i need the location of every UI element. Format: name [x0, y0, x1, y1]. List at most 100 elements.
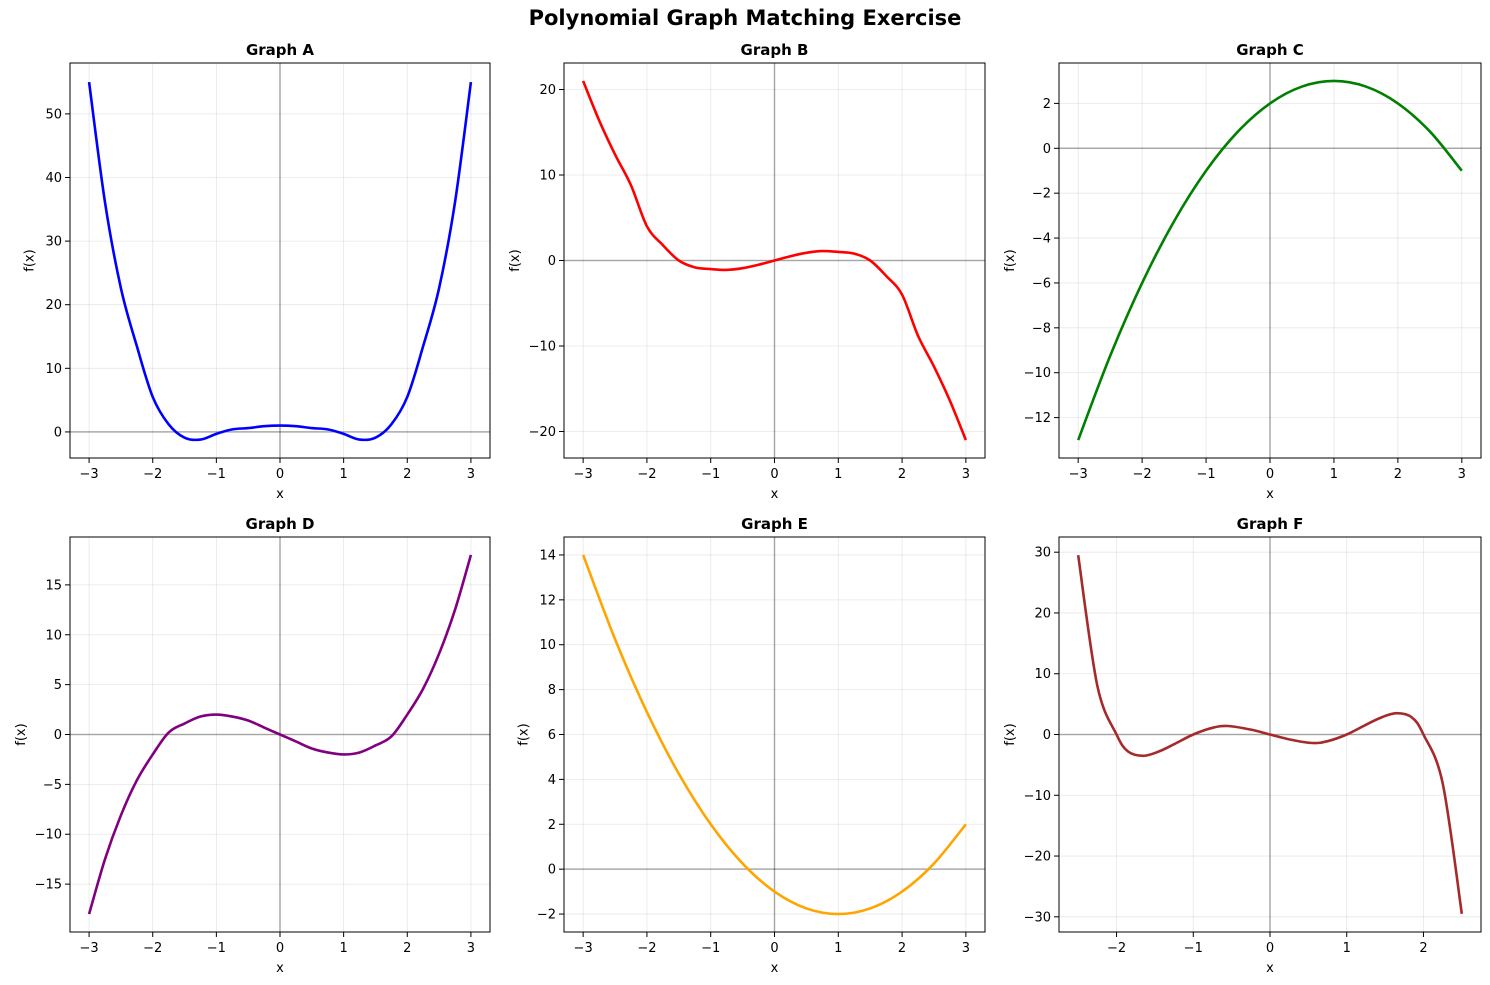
x-axis-label: x	[771, 487, 779, 502]
x-tick-label: −2	[143, 941, 162, 956]
series-line	[581, 80, 968, 441]
x-tick-label: −3	[80, 941, 99, 956]
x-tick-label: 1	[339, 941, 347, 956]
y-tick-label: 30	[45, 235, 62, 250]
x-tick-label: −2	[143, 467, 162, 482]
y-tick-label: 30	[1034, 546, 1051, 561]
y-tick-label: 2	[548, 818, 556, 833]
x-tick-label: −1	[701, 467, 720, 482]
x-tick-label: −2	[637, 467, 656, 482]
y-tick-label: 0	[54, 425, 62, 440]
series-line	[581, 554, 967, 916]
x-tick-label: 0	[276, 941, 284, 956]
y-axis-label: f(x)	[1003, 249, 1018, 271]
y-tick-label: −20	[1024, 850, 1051, 865]
y-tick-label: 10	[45, 362, 62, 377]
x-tick-label: 3	[1458, 467, 1466, 482]
y-tick-label: 10	[539, 169, 556, 184]
x-tick-label: 1	[339, 467, 347, 482]
y-tick-label: −10	[1024, 366, 1051, 381]
y-tick-label: −10	[529, 339, 556, 354]
x-tick-label: 2	[898, 941, 906, 956]
figure-title: Polynomial Graph Matching Exercise	[528, 6, 962, 30]
x-tick-label: 3	[467, 467, 475, 482]
y-tick-label: −5	[43, 778, 62, 793]
y-tick-label: 12	[539, 593, 556, 608]
x-tick-label: 2	[403, 941, 411, 956]
x-tick-label: 0	[770, 467, 778, 482]
y-tick-label: 8	[548, 683, 556, 698]
x-tick-label: −1	[701, 941, 720, 956]
x-tick-label: 1	[1343, 941, 1351, 956]
x-tick-label: −2	[1133, 467, 1152, 482]
x-tick-label: −1	[1196, 467, 1215, 482]
y-tick-label: −15	[35, 878, 62, 893]
y-tick-label: −10	[35, 828, 62, 843]
x-tick-label: 1	[1330, 467, 1338, 482]
x-axis-label: x	[276, 961, 284, 976]
x-tick-label: 0	[276, 467, 284, 482]
y-tick-label: 0	[1043, 142, 1051, 157]
x-tick-label: 0	[1266, 941, 1274, 956]
series-line	[87, 81, 473, 442]
y-tick-label: −30	[1024, 910, 1051, 925]
x-tick-label: −3	[1069, 467, 1088, 482]
x-axis-label: x	[1266, 487, 1274, 502]
y-tick-label: 6	[548, 728, 556, 743]
y-tick-label: 20	[45, 298, 62, 313]
subplot-title: Graph F	[1237, 515, 1304, 533]
y-axis-label: f(x)	[14, 723, 29, 745]
y-tick-label: −6	[1032, 276, 1051, 291]
y-tick-label: −2	[537, 908, 556, 923]
x-tick-label: −1	[207, 941, 226, 956]
x-tick-label: 0	[1266, 467, 1274, 482]
y-tick-label: 5	[54, 678, 62, 693]
x-tick-label: −1	[1184, 941, 1203, 956]
x-tick-label: 3	[467, 941, 475, 956]
x-tick-label: −3	[574, 467, 593, 482]
y-tick-label: −8	[1032, 321, 1051, 336]
y-tick-label: 10	[1034, 667, 1051, 682]
subplot-title: Graph E	[741, 515, 808, 533]
y-tick-label: 20	[539, 83, 556, 98]
y-tick-label: 4	[548, 773, 556, 788]
y-tick-label: 40	[45, 171, 62, 186]
x-tick-label: −3	[574, 941, 593, 956]
x-tick-label: −2	[637, 941, 656, 956]
y-axis-label: f(x)	[22, 249, 37, 271]
x-tick-label: 2	[403, 467, 411, 482]
x-tick-label: −2	[1107, 941, 1126, 956]
y-tick-label: −12	[1024, 411, 1051, 426]
x-tick-label: 1	[834, 941, 842, 956]
y-tick-label: 0	[548, 863, 556, 878]
x-axis-label: x	[276, 487, 284, 502]
y-tick-label: 0	[54, 728, 62, 743]
y-tick-label: 14	[539, 548, 556, 563]
y-tick-label: 10	[45, 628, 62, 643]
y-tick-label: −20	[529, 425, 556, 440]
y-tick-label: −4	[1032, 232, 1051, 247]
series-line	[87, 554, 473, 915]
x-tick-label: 1	[834, 467, 842, 482]
x-tick-label: 3	[962, 941, 970, 956]
y-axis-label: f(x)	[508, 249, 523, 271]
x-tick-label: −3	[80, 467, 99, 482]
y-tick-label: 50	[45, 107, 62, 122]
series-line	[1076, 79, 1463, 441]
x-tick-label: 2	[898, 467, 906, 482]
y-tick-label: 0	[548, 254, 556, 269]
x-tick-label: 0	[770, 941, 778, 956]
y-tick-label: 20	[1034, 606, 1051, 621]
y-tick-label: −2	[1032, 187, 1051, 202]
subplot-title: Graph C	[1236, 41, 1303, 59]
x-tick-label: 2	[1394, 467, 1402, 482]
y-tick-label: 0	[1043, 728, 1051, 743]
